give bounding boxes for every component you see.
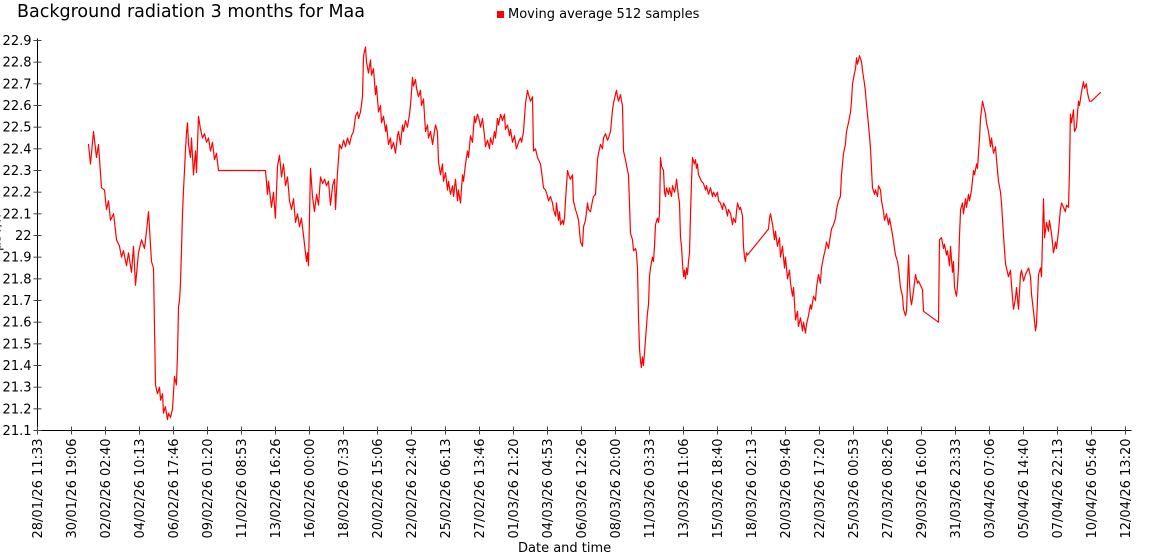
x-tick-label: 06/02/26 17:46 <box>167 439 182 539</box>
x-tick-label: 08/03/26 20:00 <box>609 439 624 539</box>
y-tick-label: 21.4 <box>3 359 32 374</box>
y-tick-label: 21.1 <box>3 424 32 439</box>
y-tick-label: 22.4 <box>3 142 32 157</box>
x-tick-label: 16/02/26 00:00 <box>303 439 318 539</box>
y-tick-label: 22.7 <box>3 77 32 92</box>
y-tick-label: 21.8 <box>3 272 32 287</box>
x-tick-label: 15/03/26 18:40 <box>711 439 726 539</box>
x-tick-label: 31/03/26 23:33 <box>949 439 964 539</box>
y-tick-label: 22.5 <box>3 121 32 136</box>
legend-swatch-icon <box>497 11 504 18</box>
x-tick-label: 09/02/26 01:20 <box>201 439 216 539</box>
y-tick-label: 21.9 <box>3 251 32 266</box>
x-tick-label: 25/02/26 06:13 <box>439 439 454 539</box>
x-tick-label: 25/03/26 00:53 <box>847 439 862 539</box>
y-tick-label: 21.3 <box>3 381 32 396</box>
x-tick-label: 11/02/26 08:53 <box>235 439 250 539</box>
x-tick-label: 11/03/26 03:33 <box>643 439 658 539</box>
x-tick-label: 04/02/26 10:13 <box>133 439 148 539</box>
axis-lines <box>37 38 1132 431</box>
x-tick-label: 10/04/26 05:46 <box>1085 439 1100 539</box>
y-tick-label: 21.2 <box>3 402 32 417</box>
x-tick-label: 06/03/26 12:26 <box>575 439 590 539</box>
y-tick-label: 21.5 <box>3 337 32 352</box>
x-tick-label: 30/01/26 19:06 <box>65 439 80 539</box>
x-tick-label: 29/03/26 16:00 <box>915 439 930 539</box>
y-tick-label: 22.9 <box>3 34 32 49</box>
x-tick-label: 28/01/26 11:33 <box>31 439 46 539</box>
y-tick-label: 22.6 <box>3 99 32 114</box>
x-tick-label: 05/04/26 14:40 <box>1017 439 1032 539</box>
x-tick-label: 01/03/26 21:20 <box>507 439 522 539</box>
x-tick-label: 18/03/26 02:13 <box>745 439 760 539</box>
x-tick-label: 13/02/26 16:26 <box>269 439 284 539</box>
x-tick-label: 20/02/26 15:06 <box>371 439 386 539</box>
chart-title: Background radiation 3 months for Maa <box>17 2 366 22</box>
x-tick-label: 27/03/26 08:26 <box>881 439 896 539</box>
x-tick-label: 22/02/26 22:40 <box>405 439 420 539</box>
y-tick-label: 22.2 <box>3 186 32 201</box>
x-tick-label: 02/02/26 02:40 <box>99 439 114 539</box>
legend-label: Moving average 512 samples <box>508 7 700 22</box>
x-tick-label: 27/02/26 13:46 <box>473 439 488 539</box>
series-line-moving-average <box>87 46 1102 421</box>
y-tick-label: 22.3 <box>3 164 32 179</box>
y-tick-label: 22 <box>15 229 32 244</box>
y-tick-label: 22.1 <box>3 207 32 222</box>
x-tick-label: 03/04/26 07:06 <box>983 439 998 539</box>
y-tick-label: 21.7 <box>3 294 32 309</box>
x-tick-label: 13/03/26 11:06 <box>677 439 692 539</box>
x-tick-label: 12/04/26 13:20 <box>1119 439 1134 539</box>
x-tick-label: 20/03/26 09:46 <box>779 439 794 539</box>
x-axis-label: Date and time <box>518 541 612 556</box>
x-tick-label: 04/03/26 04:53 <box>541 439 556 539</box>
x-tick-label: 18/02/26 07:33 <box>337 439 352 539</box>
legend: Moving average 512 samples <box>497 7 699 22</box>
y-tick-label: 21.6 <box>3 316 32 331</box>
x-tick-label: 22/03/26 17:20 <box>813 439 828 539</box>
x-tick-label: 07/04/26 22:13 <box>1051 439 1066 539</box>
y-tick-label: 22.8 <box>3 56 32 71</box>
